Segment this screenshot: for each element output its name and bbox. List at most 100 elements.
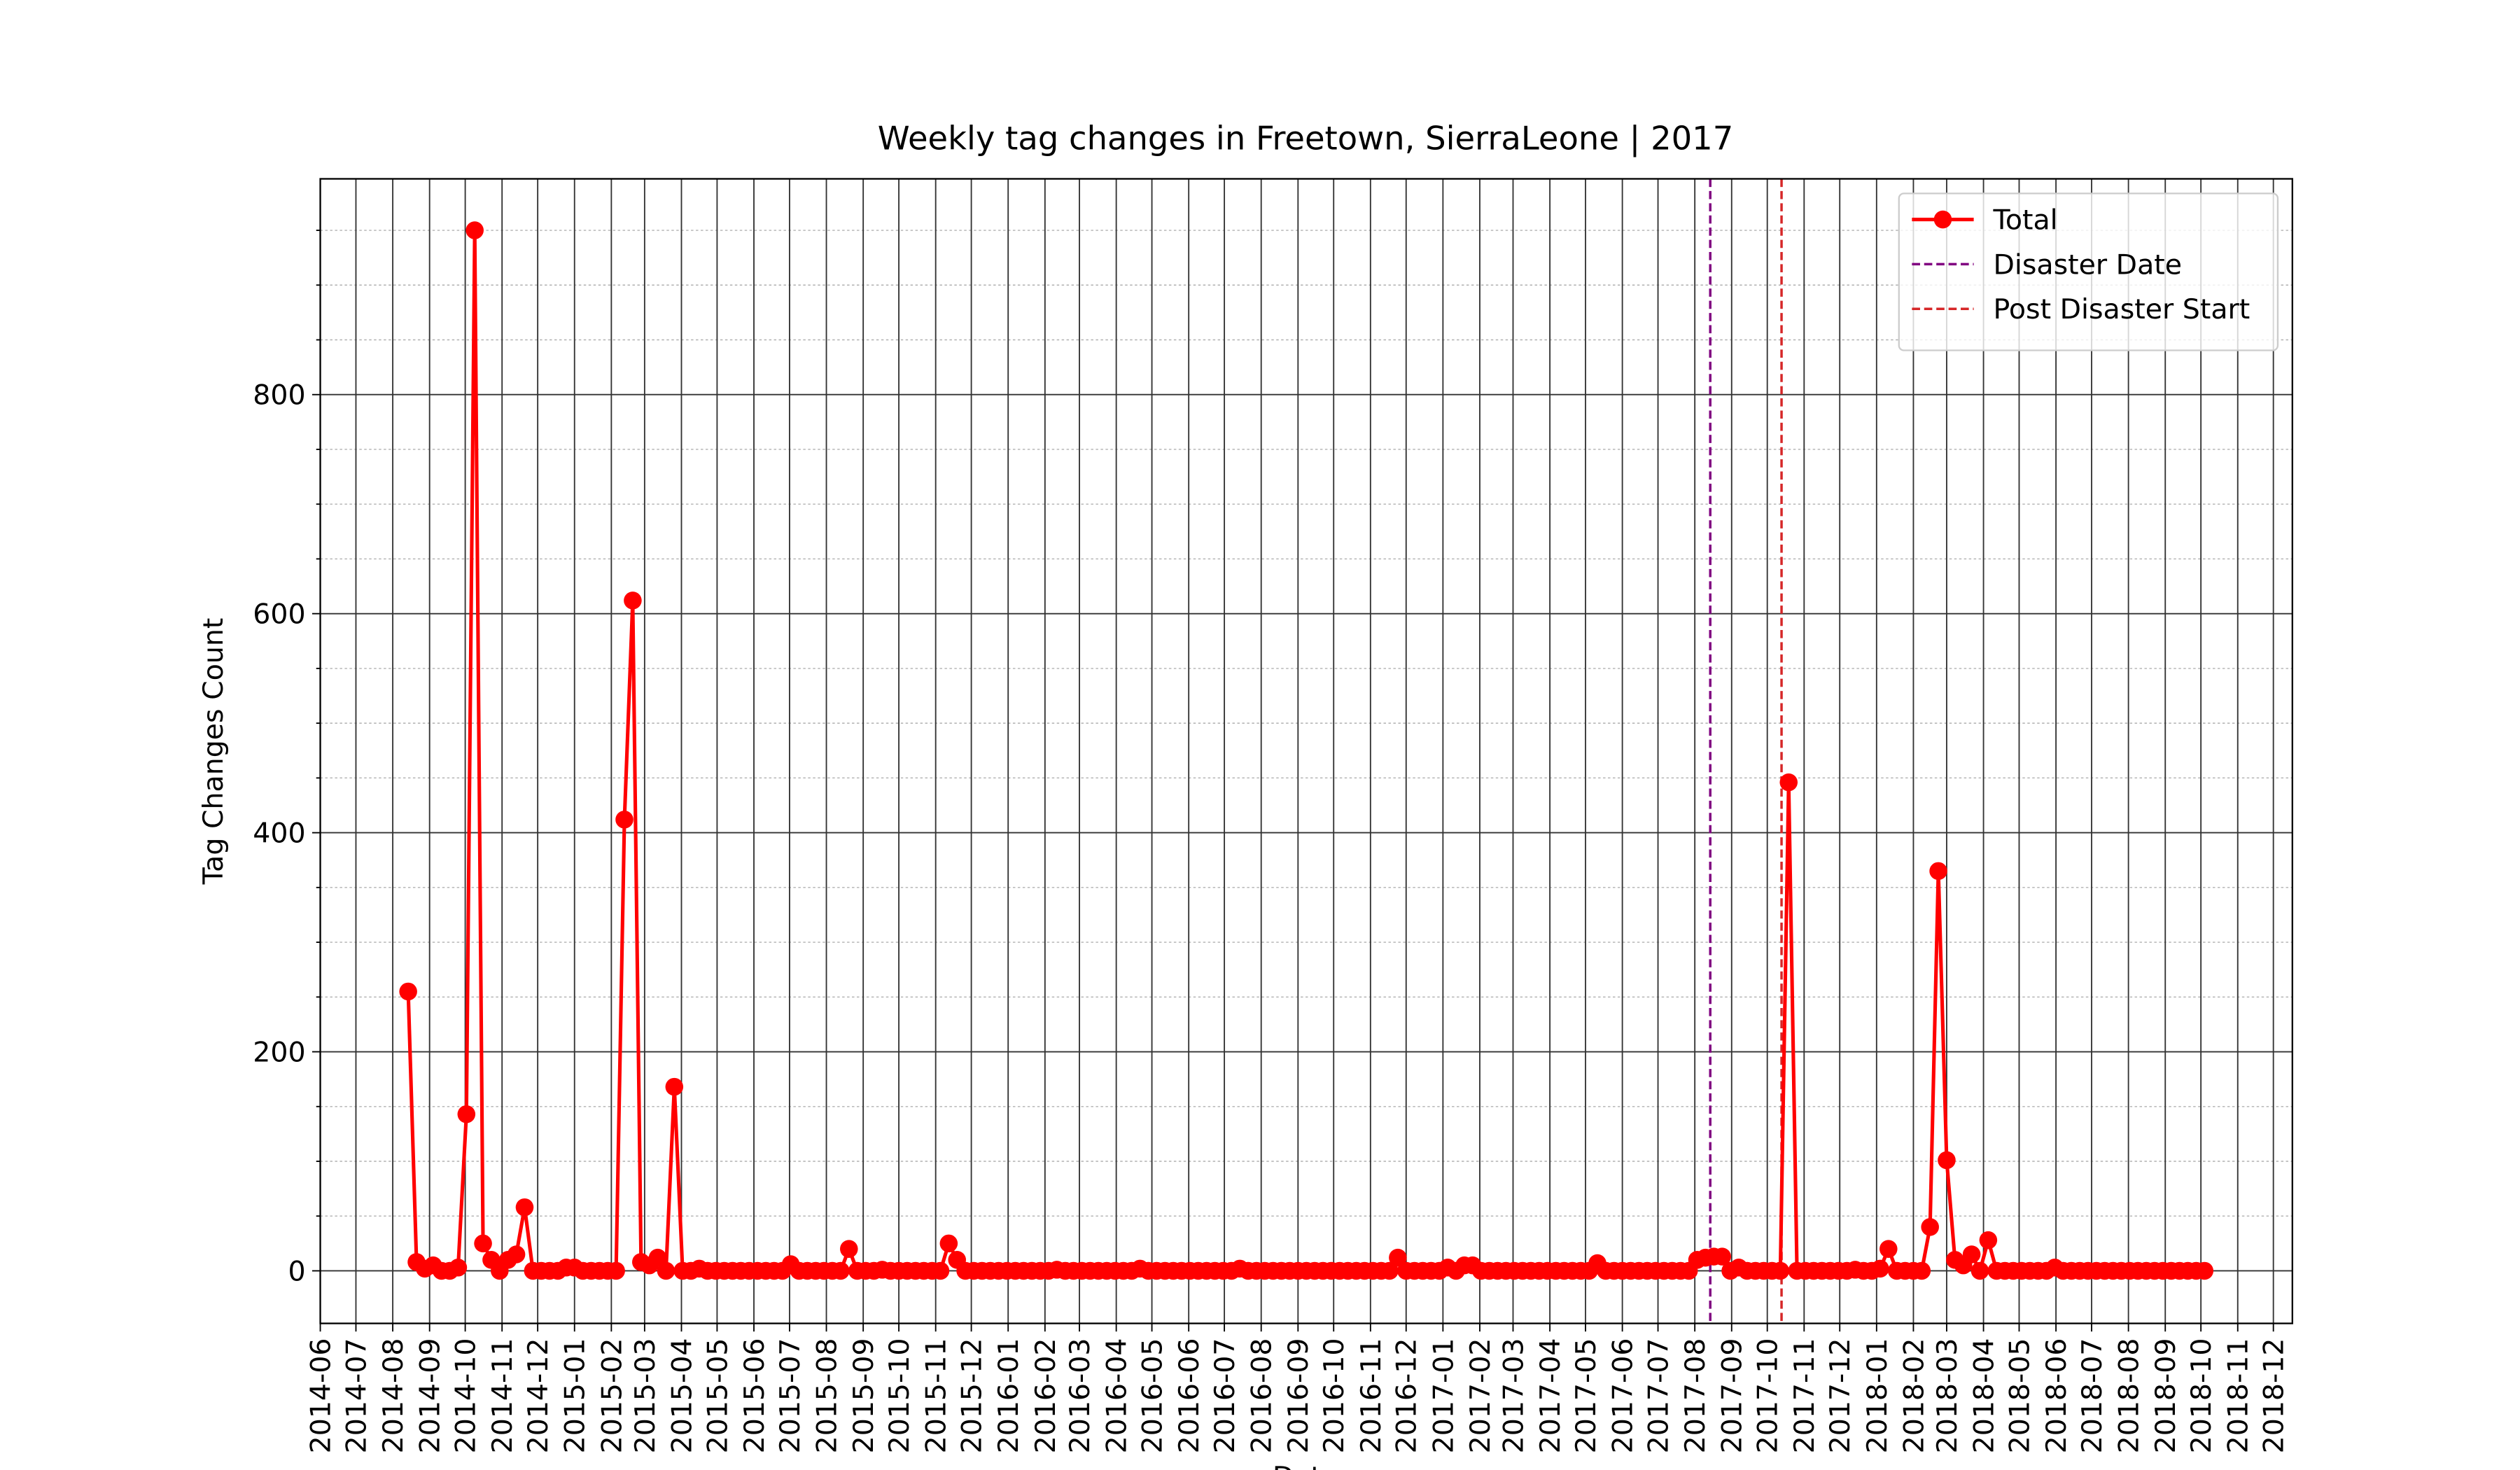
x-tick-label: 2015-03 bbox=[629, 1338, 662, 1453]
data-point bbox=[449, 1259, 468, 1277]
x-tick-label: 2016-02 bbox=[1030, 1338, 1062, 1453]
x-tick-label: 2014-10 bbox=[450, 1338, 482, 1453]
data-point bbox=[840, 1240, 858, 1258]
data-point bbox=[1921, 1218, 1939, 1236]
legend-marker bbox=[1933, 210, 1952, 229]
x-tick-label: 2017-09 bbox=[1716, 1338, 1749, 1453]
data-point bbox=[474, 1234, 492, 1253]
data-point bbox=[1962, 1245, 1981, 1264]
x-tick-label: 2015-05 bbox=[701, 1338, 734, 1453]
y-tick-label: 800 bbox=[253, 379, 305, 412]
plot-frame bbox=[319, 178, 2293, 1324]
x-tick-label: 2015-08 bbox=[811, 1338, 843, 1453]
x-tick-label: 2018-10 bbox=[2185, 1338, 2218, 1453]
legend-label: Total bbox=[1992, 204, 2057, 236]
x-tick-label: 2017-04 bbox=[1534, 1338, 1567, 1453]
x-tick-label: 2018-06 bbox=[2040, 1338, 2073, 1453]
legend-label: Disaster Date bbox=[1993, 248, 2182, 281]
x-tick-label: 2017-08 bbox=[1679, 1338, 1712, 1453]
x-tick-label: 2016-04 bbox=[1101, 1338, 1133, 1453]
x-tick-label: 2016-12 bbox=[1391, 1338, 1423, 1453]
x-tick-label: 2014-09 bbox=[414, 1338, 447, 1453]
x-tick-label: 2015-09 bbox=[848, 1338, 880, 1453]
x-tick-label: 2015-12 bbox=[956, 1338, 988, 1453]
data-point bbox=[1929, 862, 1947, 881]
data-point bbox=[615, 811, 634, 829]
legend-box bbox=[1898, 192, 2279, 351]
data-point bbox=[515, 1198, 534, 1217]
x-tick-label: 2015-06 bbox=[738, 1338, 771, 1453]
data-point bbox=[507, 1245, 526, 1264]
x-tick-label: 2016-05 bbox=[1136, 1338, 1168, 1453]
chart-title: Weekly tag changes in Freetown, SierraLe… bbox=[878, 120, 1733, 158]
x-tick-label: 2015-01 bbox=[559, 1338, 592, 1453]
y-tick-label: 600 bbox=[253, 598, 305, 631]
x-tick-label: 2014-11 bbox=[486, 1338, 519, 1453]
data-point bbox=[931, 1261, 950, 1280]
x-tick-label: 2016-10 bbox=[1318, 1338, 1350, 1453]
x-tick-label: 2017-11 bbox=[1788, 1338, 1821, 1453]
x-tick-label: 2017-05 bbox=[1570, 1338, 1602, 1453]
x-tick-label: 2018-09 bbox=[2150, 1338, 2182, 1453]
data-point bbox=[657, 1261, 676, 1280]
data-point bbox=[1713, 1247, 1731, 1266]
x-tick-label: 2017-02 bbox=[1464, 1338, 1497, 1453]
x-tick-label: 2016-07 bbox=[1209, 1338, 1241, 1453]
x-tick-label: 2016-01 bbox=[993, 1338, 1025, 1453]
data-point bbox=[832, 1261, 850, 1280]
x-tick-label: 2017-07 bbox=[1642, 1338, 1674, 1453]
data-point bbox=[399, 982, 417, 1001]
x-tick-label: 2016-09 bbox=[1282, 1338, 1315, 1453]
x-tick-label: 2017-10 bbox=[1752, 1338, 1784, 1453]
data-point bbox=[1771, 1261, 1790, 1280]
x-tick-label: 2014-06 bbox=[304, 1338, 337, 1453]
y-tick-label: 0 bbox=[288, 1255, 306, 1287]
data-point bbox=[607, 1261, 625, 1280]
plot-marks bbox=[399, 178, 2214, 1324]
x-tick-label: 2017-06 bbox=[1607, 1338, 1639, 1453]
data-point bbox=[1879, 1240, 1898, 1258]
x-tick-label: 2014-08 bbox=[377, 1338, 410, 1453]
x-tick-label: 2014-12 bbox=[522, 1338, 554, 1453]
data-point bbox=[939, 1234, 958, 1253]
x-tick-label: 2017-12 bbox=[1824, 1338, 1856, 1453]
data-point bbox=[1389, 1248, 1407, 1267]
data-point bbox=[1779, 773, 1798, 792]
x-tick-label: 2018-04 bbox=[1968, 1338, 2001, 1453]
legend-label: Post Disaster Start bbox=[1993, 293, 2250, 326]
data-point bbox=[648, 1248, 667, 1267]
x-tick-label: 2016-03 bbox=[1064, 1338, 1096, 1453]
data-point bbox=[1970, 1261, 1989, 1280]
data-point bbox=[1979, 1231, 1998, 1250]
data-point bbox=[1871, 1259, 1889, 1278]
x-tick-label: 2018-08 bbox=[2113, 1338, 2146, 1453]
data-point bbox=[1380, 1261, 1399, 1280]
data-point bbox=[465, 221, 484, 239]
x-tick-label: 2014-07 bbox=[340, 1338, 372, 1453]
data-point bbox=[457, 1105, 476, 1124]
x-tick-label: 2016-11 bbox=[1355, 1338, 1387, 1453]
y-tick-label: 400 bbox=[253, 818, 305, 850]
x-tick-label: 2018-11 bbox=[2222, 1338, 2255, 1453]
data-point bbox=[1938, 1151, 1956, 1170]
x-tick-label: 2017-01 bbox=[1427, 1338, 1460, 1453]
x-tick-label: 2018-03 bbox=[1931, 1338, 1963, 1453]
x-tick-label: 2016-08 bbox=[1246, 1338, 1278, 1453]
x-tick-label: 2018-05 bbox=[2003, 1338, 2036, 1453]
y-axis-label: Tag Changes Count bbox=[197, 618, 230, 886]
x-tick-label: 2015-07 bbox=[774, 1338, 806, 1453]
x-tick-label: 2015-11 bbox=[920, 1338, 953, 1453]
x-tick-label: 2018-07 bbox=[2076, 1338, 2108, 1453]
data-point bbox=[624, 592, 642, 610]
x-tick-label: 2016-06 bbox=[1173, 1338, 1205, 1453]
x-tick-label: 2018-02 bbox=[1898, 1338, 1930, 1453]
data-point bbox=[2195, 1261, 2214, 1280]
x-axis-label: Date bbox=[1273, 1461, 1338, 1470]
data-point bbox=[665, 1077, 684, 1096]
data-point bbox=[1912, 1261, 1931, 1280]
y-tick-label: 200 bbox=[253, 1036, 305, 1068]
x-tick-label: 2015-10 bbox=[883, 1338, 916, 1453]
x-tick-label: 2015-02 bbox=[596, 1338, 628, 1453]
x-tick-label: 2017-03 bbox=[1497, 1338, 1530, 1453]
